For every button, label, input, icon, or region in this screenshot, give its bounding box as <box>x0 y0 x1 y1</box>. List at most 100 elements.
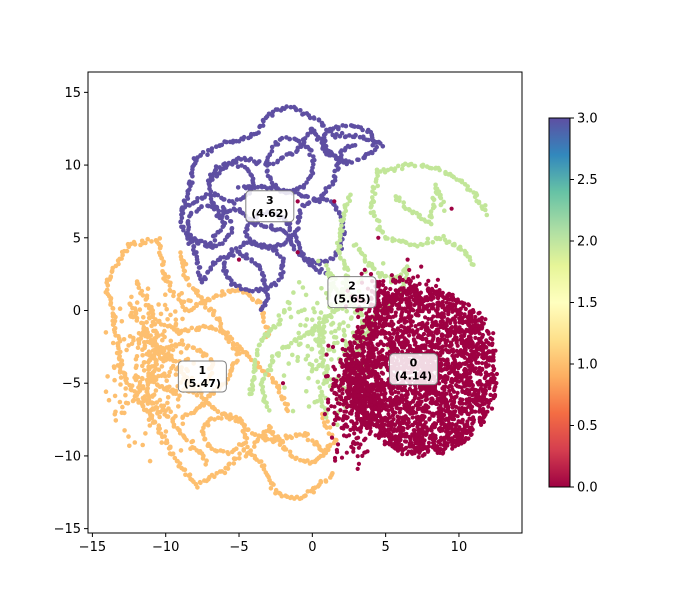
scatter-point-cluster-1 <box>277 442 283 448</box>
scatter-point-cluster-2 <box>277 318 283 323</box>
scatter-point-cluster-3 <box>297 215 303 220</box>
scatter-point-cluster-1 <box>187 472 193 478</box>
scatter-point-cluster-1 <box>173 309 178 314</box>
scatter-point-cluster-0 <box>459 329 464 334</box>
scatter-point-cluster-0 <box>433 389 438 394</box>
scatter-point-cluster-1 <box>231 456 237 461</box>
scatter-point-cluster-1 <box>121 337 127 342</box>
scatter-point-cluster-1 <box>134 363 139 369</box>
scatter-point-cluster-0 <box>466 377 471 382</box>
scatter-point-cluster-3 <box>257 159 262 164</box>
scatter-point-cluster-1 <box>143 240 148 246</box>
scatter-point-cluster-1 <box>271 482 276 487</box>
scatter-point-cluster-2 <box>324 263 329 268</box>
scatter-point-cluster-1 <box>165 395 171 400</box>
scatter-point-cluster-1 <box>177 393 182 399</box>
scatter-point-cluster-3 <box>194 209 199 214</box>
scatter-point-cluster-3 <box>238 286 244 292</box>
scatter-point-cluster-0 <box>426 440 431 445</box>
scatter-point-cluster-0 <box>400 452 405 457</box>
scatter-point-cluster-0 <box>403 414 408 419</box>
scatter-point-cluster-0 <box>355 324 360 330</box>
scatter-point-cluster-3 <box>229 278 234 283</box>
scatter-point-cluster-1 <box>272 438 278 444</box>
scatter-point-cluster-2 <box>321 335 326 341</box>
scatter-point-cluster-3 <box>284 104 289 109</box>
scatter-point-cluster-2 <box>318 310 324 315</box>
scatter-point-cluster-1 <box>110 340 116 346</box>
scatter-point-cluster-1 <box>223 413 229 418</box>
scatter-point-cluster-1 <box>156 302 161 307</box>
scatter-point-cluster-1 <box>137 380 143 385</box>
scatter-point-cluster-1 <box>166 406 171 411</box>
scatter-point-cluster-1 <box>140 321 146 326</box>
scatter-point-cluster-1 <box>155 411 160 416</box>
scatter-point-cluster-0 <box>398 415 403 420</box>
scatter-point-cluster-3 <box>314 137 320 142</box>
scatter-point-cluster-0 <box>393 398 399 403</box>
scatter-point-cluster-3 <box>332 175 338 180</box>
scatter-point-cluster-3 <box>196 241 201 246</box>
scatter-point-cluster-1 <box>170 451 176 457</box>
scatter-point-cluster-1 <box>318 478 324 484</box>
scatter-point-cluster-3 <box>304 180 309 185</box>
scatter-point-cluster-3 <box>302 136 308 141</box>
scatter-point-cluster-2 <box>404 240 409 245</box>
scatter-point-cluster-0 <box>445 408 450 413</box>
scatter-point-cluster-0 <box>430 302 436 307</box>
scatter-point-cluster-3 <box>224 255 229 261</box>
scatter-point-cluster-1 <box>268 425 273 430</box>
scatter-point-cluster-0 <box>418 290 423 295</box>
scatter-point-cluster-1 <box>241 447 247 452</box>
scatter-point-cluster-2 <box>342 266 347 271</box>
scatter-point-cluster-3 <box>263 224 269 230</box>
scatter-point-cluster-2 <box>329 314 334 320</box>
scatter-point-cluster-1 <box>112 393 118 399</box>
scatter-point-cluster-0 <box>421 324 426 329</box>
scatter-point-cluster-0 <box>415 346 420 352</box>
scatter-point-cluster-0 <box>362 318 367 323</box>
scatter-point-cluster-3 <box>194 260 200 266</box>
scatter-point-cluster-2 <box>290 408 296 414</box>
scatter-point-cluster-0 <box>452 396 457 401</box>
scatter-point-cluster-2 <box>256 342 262 348</box>
scatter-point-cluster-0 <box>485 381 490 386</box>
scatter-point-cluster-3 <box>312 157 317 163</box>
scatter-point-cluster-2 <box>276 322 281 327</box>
scatter-point-cluster-1 <box>162 328 167 334</box>
scatter-point-cluster-2 <box>259 338 265 344</box>
scatter-point-cluster-1 <box>139 238 145 244</box>
scatter-point-cluster-2 <box>408 242 414 247</box>
scatter-point-cluster-0 <box>467 312 472 317</box>
scatter-point-cluster-2 <box>251 374 257 380</box>
scatter-point-cluster-3 <box>218 255 223 260</box>
scatter-point-cluster-0 <box>429 306 435 311</box>
scatter-point-cluster-0 <box>467 334 472 339</box>
scatter-point-cluster-1 <box>119 410 125 416</box>
scatter-point-cluster-1 <box>182 327 188 333</box>
scatter-point-cluster-1 <box>146 399 151 405</box>
scatter-point-cluster-0 <box>428 289 433 294</box>
scatter-point-cluster-2 <box>281 310 287 315</box>
scatter-point-cluster-1 <box>127 443 132 449</box>
scatter-point-cluster-3 <box>324 259 330 264</box>
scatter-point-cluster-0 <box>406 325 411 330</box>
scatter-point-cluster-0 <box>472 357 477 362</box>
scatter-point-cluster-1 <box>173 321 179 327</box>
scatter-point-cluster-0 <box>407 333 412 338</box>
scatter-point-cluster-3 <box>257 266 263 272</box>
scatter-point-cluster-3 <box>277 137 283 142</box>
scatter-point-cluster-1 <box>147 408 153 414</box>
scatter-point-cluster-1 <box>136 385 141 390</box>
scatter-point-cluster-0 <box>455 414 460 419</box>
scatter-point-cluster-2 <box>377 274 383 279</box>
scatter-point-cluster-2 <box>304 317 310 322</box>
scatter-point-cluster-2 <box>341 327 347 333</box>
scatter-point-cluster-1 <box>184 345 189 351</box>
scatter-point-cluster-3 <box>276 277 281 283</box>
scatter-point-cluster-3 <box>262 278 267 283</box>
scatter-point-cluster-3 <box>233 246 239 251</box>
scatter-point-cluster-2 <box>300 285 306 290</box>
scatter-point-cluster-0 <box>417 450 422 455</box>
